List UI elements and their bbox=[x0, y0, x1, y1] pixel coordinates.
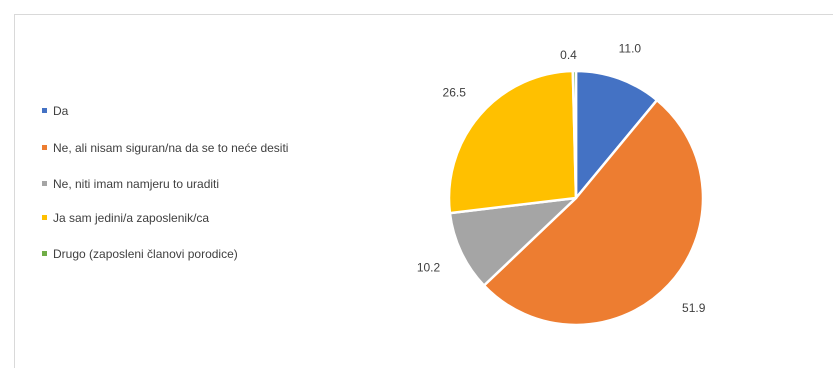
legend-swatch-ne-ali-nisam-siguran bbox=[42, 145, 47, 150]
legend-item-ne-ali-nisam-siguran: Ne, ali nisam siguran/na da se to neće d… bbox=[42, 141, 313, 155]
legend-swatch-ja-sam-jedini bbox=[42, 215, 47, 220]
pie-slice-ne-ali-nisam-siguran bbox=[482, 98, 705, 327]
pie-slice-da bbox=[574, 69, 659, 200]
pie-data-labels: 11.0 51.9 10.2 26.5 0.4 bbox=[417, 41, 706, 314]
data-label-ne-niti-imam-namjeru: 10.2 bbox=[417, 260, 441, 274]
legend-item-drugo: Drugo (zaposleni članovi porodice) bbox=[42, 247, 313, 261]
data-label-ne-ali-nisam-siguran: 51.9 bbox=[682, 301, 706, 315]
legend-swatch-ne-niti-imam-namjeru bbox=[42, 181, 47, 186]
legend-item-ja-sam-jedini: Ja sam jedini/a zaposlenik/ca bbox=[42, 211, 313, 225]
pie-slice-ja-sam-jedini bbox=[447, 69, 578, 215]
legend-label-ne-ali-nisam-siguran: Ne, ali nisam siguran/na da se to neće d… bbox=[53, 141, 289, 155]
legend-label-ne-niti-imam-namjeru: Ne, niti imam namjeru to uraditi bbox=[53, 177, 220, 191]
legend-label-da: Da bbox=[53, 104, 69, 118]
legend-label-ja-sam-jedini: Ja sam jedini/a zaposlenik/ca bbox=[53, 211, 210, 225]
pie-slice-drugo bbox=[571, 69, 578, 200]
data-label-da: 11.0 bbox=[619, 41, 642, 55]
data-label-drugo: 0.4 bbox=[560, 48, 577, 62]
legend-item-da: Da bbox=[42, 104, 313, 118]
legend-label-drugo: Drugo (zaposleni članovi porodice) bbox=[53, 247, 238, 261]
pie-slice-ne-niti-imam-namjeru bbox=[448, 196, 578, 287]
data-label-ja-sam-jedini: 26.5 bbox=[443, 86, 467, 100]
legend-swatch-drugo bbox=[42, 251, 47, 256]
pie-slices bbox=[447, 69, 705, 327]
legend-item-ne-niti-imam-namjeru: Ne, niti imam namjeru to uraditi bbox=[42, 177, 313, 191]
chart-frame bbox=[14, 14, 833, 368]
legend-swatch-da bbox=[42, 108, 47, 113]
